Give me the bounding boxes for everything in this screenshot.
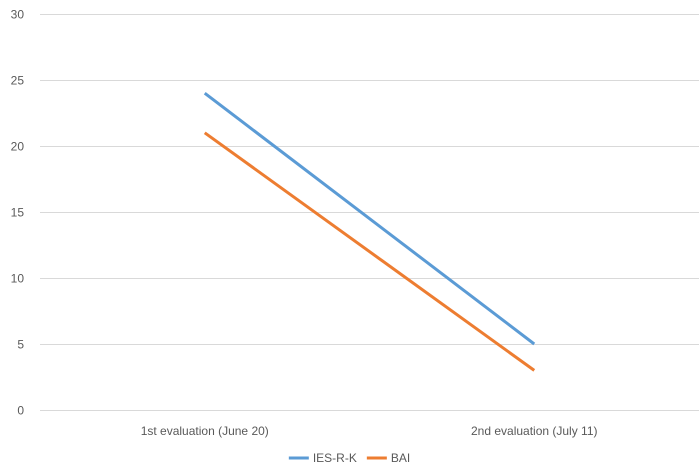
y-tick-label: 0	[17, 404, 24, 418]
x-tick-label: 1st evaluation (June 20)	[141, 424, 269, 438]
series-lines	[203, 92, 536, 372]
x-tick-label: 2nd evaluation (July 11)	[471, 424, 598, 438]
legend-label: BAI	[391, 451, 410, 465]
y-tick-label: 5	[17, 338, 24, 352]
legend: IES-R-K BAI	[288, 451, 410, 465]
y-tick-label: 20	[11, 140, 25, 154]
legend-label: IES-R-K	[313, 451, 357, 465]
series-line-bai	[203, 131, 536, 372]
y-tick-label: 15	[11, 206, 25, 220]
y-axis-tick-labels: 0 5 10 15 20 25 30	[11, 8, 25, 418]
y-tick-label: 25	[11, 74, 25, 88]
y-tick-label: 30	[11, 8, 25, 22]
y-tick-label: 10	[11, 272, 25, 286]
series-line-ies-r-k	[203, 92, 536, 346]
legend-item: BAI	[366, 451, 410, 465]
x-axis-tick-labels: 1st evaluation (June 20) 2nd evaluation (…	[141, 424, 598, 438]
gridlines	[40, 14, 699, 411]
legend-item: IES-R-K	[288, 451, 357, 465]
